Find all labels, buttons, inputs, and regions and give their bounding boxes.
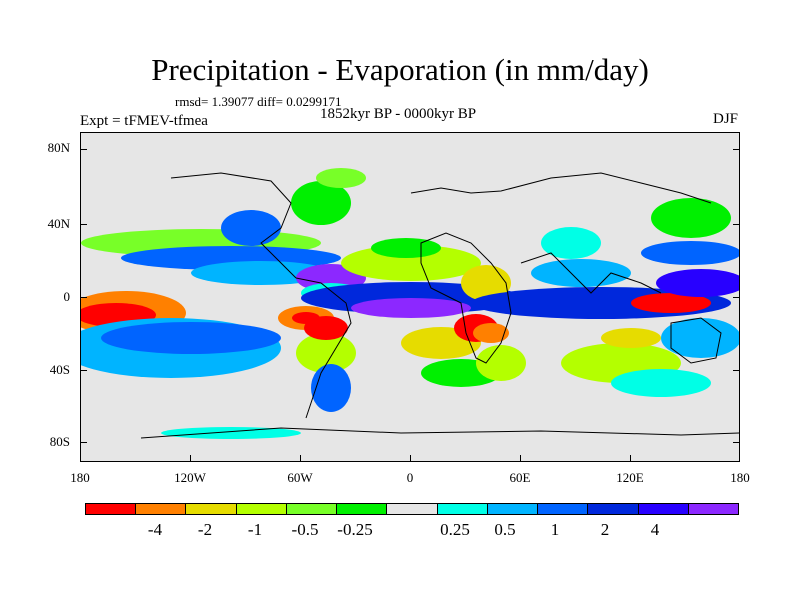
colorbar-label: -0.25 bbox=[337, 520, 373, 539]
lon-label-180w: 180 bbox=[70, 470, 90, 485]
field-patch bbox=[341, 245, 481, 281]
field-patch bbox=[656, 269, 739, 297]
lat-label-0: 0 bbox=[63, 289, 71, 304]
field-patch bbox=[631, 293, 711, 313]
lon-tick bbox=[300, 455, 301, 462]
lat-label-80s: 80S bbox=[49, 434, 70, 449]
colorbar-label: 2 bbox=[600, 520, 610, 539]
field-patch bbox=[221, 210, 281, 246]
lon-tick bbox=[630, 455, 631, 462]
colorbar-swatch bbox=[136, 504, 187, 514]
colorbar-label: 0.5 bbox=[494, 520, 516, 539]
colorbar-swatch bbox=[186, 504, 237, 514]
lat-tick bbox=[733, 297, 740, 298]
lon-label-180e: 180 bbox=[730, 470, 750, 485]
lon-label-60e: 60E bbox=[509, 470, 531, 485]
stats-text: rmsd= 1.39077 diff= 0.0299171 bbox=[175, 94, 342, 109]
colorbar-swatch bbox=[487, 504, 539, 514]
lat-label-40s: 40S bbox=[49, 362, 70, 377]
field-patch bbox=[473, 323, 509, 343]
lon-label-120w: 120W bbox=[174, 470, 206, 485]
colorbar-swatch bbox=[387, 504, 438, 514]
colorbar-swatch bbox=[286, 504, 338, 514]
lon-tick bbox=[520, 455, 521, 462]
coastlines bbox=[140, 172, 739, 439]
chart-title: Precipitation - Evaporation (in mm/day) bbox=[151, 52, 649, 87]
colorbar-swatch bbox=[588, 504, 639, 514]
colorbar-swatch bbox=[236, 504, 287, 514]
colorbar-label: -0.5 bbox=[291, 520, 319, 539]
field-patch bbox=[661, 318, 739, 358]
field-patch bbox=[101, 322, 281, 354]
colorbar-swatch bbox=[638, 504, 689, 514]
lon-tick bbox=[190, 455, 191, 462]
lat-label-40n: 40N bbox=[47, 216, 70, 231]
field-patch bbox=[351, 298, 471, 318]
colorbar-swatch bbox=[337, 504, 388, 514]
lat-tick bbox=[80, 370, 87, 371]
colorbar-swatch bbox=[86, 504, 137, 514]
colorbar-label: 0.25 bbox=[440, 520, 470, 539]
lat-label-80n: 80N bbox=[47, 140, 70, 155]
lat-tick bbox=[80, 442, 87, 443]
colorbar-label: -4 bbox=[147, 520, 163, 539]
map-field bbox=[81, 168, 739, 439]
lat-tick bbox=[80, 149, 87, 150]
colorbar-label: -1 bbox=[247, 520, 263, 539]
lat-tick bbox=[733, 224, 740, 225]
field-patch bbox=[531, 259, 631, 287]
field-patch bbox=[476, 345, 526, 381]
colorbar-label: -2 bbox=[197, 520, 213, 539]
field-patch bbox=[601, 328, 661, 348]
field-patch bbox=[651, 198, 731, 238]
map-panel bbox=[80, 132, 740, 462]
field-patch bbox=[291, 181, 351, 225]
period-label: 1852kyr BP - 0000kyr BP bbox=[320, 106, 477, 122]
colorbar-swatch bbox=[688, 504, 739, 514]
field-patch bbox=[296, 333, 356, 373]
field-patch bbox=[191, 261, 331, 285]
lon-label-0: 0 bbox=[406, 470, 414, 485]
colorbar-swatch bbox=[437, 504, 488, 514]
season-label: DJF bbox=[712, 111, 738, 127]
field-patch bbox=[304, 316, 348, 340]
lat-tick bbox=[733, 370, 740, 371]
lat-tick bbox=[733, 442, 740, 443]
colorbar-swatch bbox=[538, 504, 589, 514]
lon-tick bbox=[410, 455, 411, 462]
colorbar bbox=[85, 503, 739, 515]
lon-label-60w: 60W bbox=[287, 470, 313, 485]
field-patch bbox=[311, 364, 351, 412]
field-patch bbox=[641, 241, 739, 265]
field-patch bbox=[461, 265, 511, 301]
field-patch bbox=[541, 227, 601, 259]
field-patch bbox=[316, 168, 366, 188]
experiment-label: Expt = tFMEV-tfmea bbox=[80, 113, 208, 129]
lat-tick bbox=[80, 297, 87, 298]
field-patch bbox=[611, 369, 711, 397]
field-patch bbox=[371, 238, 441, 258]
field-patch bbox=[161, 427, 301, 439]
lon-label-120e: 120E bbox=[616, 470, 644, 485]
lat-tick bbox=[733, 149, 740, 150]
colorbar-label: 4 bbox=[650, 520, 660, 539]
lat-tick bbox=[80, 224, 87, 225]
colorbar-label: 1 bbox=[550, 520, 560, 539]
